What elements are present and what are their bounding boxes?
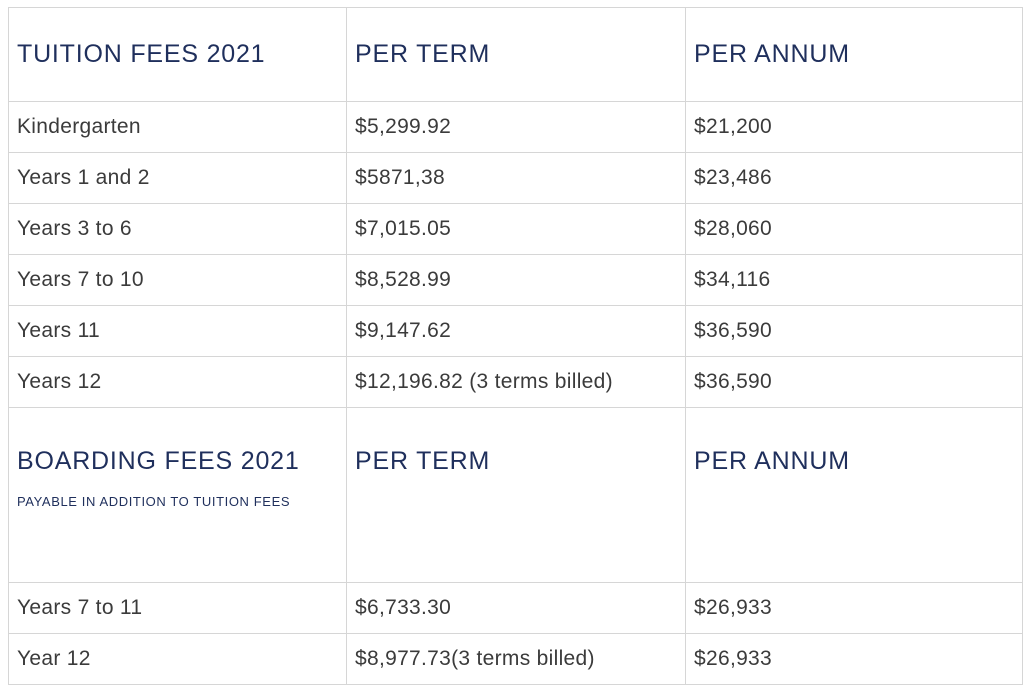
level-cell: Years 12: [8, 356, 347, 408]
table-row: Years 12 $12,196.82 (3 terms billed) $36…: [8, 356, 1023, 408]
level-cell: Years 7 to 10: [8, 254, 347, 306]
table-row: Years 11 $9,147.62 $36,590: [8, 305, 1023, 357]
per-annum-cell: $28,060: [685, 203, 1023, 255]
per-term-cell: $6,733.30: [346, 582, 686, 634]
boarding-title: BOARDING FEES 2021: [17, 447, 300, 475]
fees-table: TUITION FEES 2021 PER TERM PER ANNUM Kin…: [8, 7, 1023, 685]
table-row: Years 1 and 2 $5871,38 $23,486: [8, 152, 1023, 204]
per-term-cell: $8,528.99: [346, 254, 686, 306]
level-cell: Kindergarten: [8, 101, 347, 153]
per-term-cell: $9,147.62: [346, 305, 686, 357]
per-term-cell: $12,196.82 (3 terms billed): [346, 356, 686, 408]
level-cell: Years 1 and 2: [8, 152, 347, 204]
per-term-cell: $5871,38: [346, 152, 686, 204]
table-row: Year 12 $8,977.73(3 terms billed) $26,93…: [8, 633, 1023, 685]
per-annum-cell: $36,590: [685, 356, 1023, 408]
boarding-header-row: BOARDING FEES 2021 PAYABLE IN ADDITION T…: [8, 407, 1023, 583]
level-cell: Years 7 to 11: [8, 582, 347, 634]
per-annum-cell: $26,933: [685, 633, 1023, 685]
boarding-subtitle: PAYABLE IN ADDITION TO TUITION FEES: [17, 494, 291, 509]
boarding-title-cell: BOARDING FEES 2021 PAYABLE IN ADDITION T…: [8, 407, 347, 583]
per-annum-cell: $23,486: [685, 152, 1023, 204]
table-row: Kindergarten $5,299.92 $21,200: [8, 101, 1023, 153]
boarding-per-term-header: PER TERM: [346, 407, 686, 583]
tuition-per-annum-header: PER ANNUM: [685, 7, 1023, 102]
table-row: Years 7 to 11 $6,733.30 $26,933: [8, 582, 1023, 634]
per-annum-cell: $36,590: [685, 305, 1023, 357]
per-term-cell: $7,015.05: [346, 203, 686, 255]
per-term-cell: $8,977.73(3 terms billed): [346, 633, 686, 685]
tuition-header-row: TUITION FEES 2021 PER TERM PER ANNUM: [8, 7, 1023, 102]
tuition-title: TUITION FEES 2021: [8, 7, 347, 102]
per-annum-cell: $34,116: [685, 254, 1023, 306]
level-cell: Year 12: [8, 633, 347, 685]
boarding-per-annum-header: PER ANNUM: [685, 407, 1023, 583]
per-annum-cell: $21,200: [685, 101, 1023, 153]
table-row: Years 3 to 6 $7,015.05 $28,060: [8, 203, 1023, 255]
per-annum-cell: $26,933: [685, 582, 1023, 634]
table-row: Years 7 to 10 $8,528.99 $34,116: [8, 254, 1023, 306]
tuition-per-term-header: PER TERM: [346, 7, 686, 102]
level-cell: Years 11: [8, 305, 347, 357]
per-term-cell: $5,299.92: [346, 101, 686, 153]
level-cell: Years 3 to 6: [8, 203, 347, 255]
